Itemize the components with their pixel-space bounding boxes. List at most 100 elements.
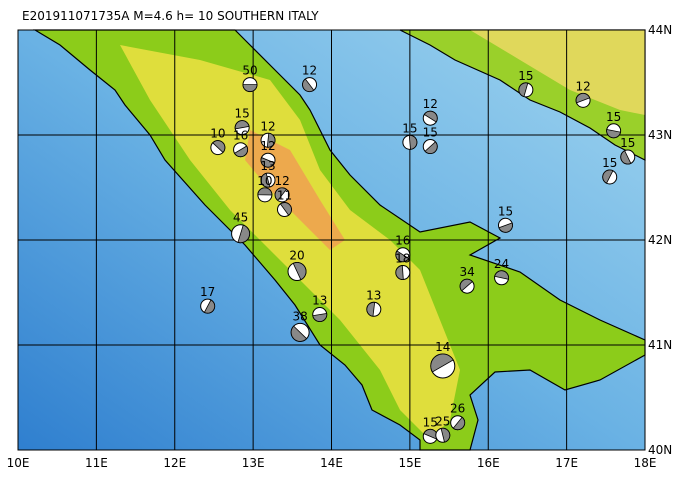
compressional-quadrant	[575, 92, 591, 104]
compressional-quadrant	[203, 299, 215, 314]
depth-label: 34	[459, 265, 474, 279]
compressional-quadrant	[602, 169, 614, 184]
depth-label: 15	[498, 204, 513, 218]
compressional-quadrant	[279, 202, 292, 216]
depth-label: 11	[277, 189, 292, 203]
compressional-quadrant	[424, 141, 438, 154]
depth-label: 12	[575, 79, 590, 93]
depth-label: 26	[450, 402, 465, 416]
frame	[17, 29, 646, 451]
depth-label: 15	[235, 107, 250, 121]
focal-mechanism	[260, 152, 276, 168]
compressional-quadrant	[366, 301, 376, 317]
compressional-quadrant	[237, 224, 250, 244]
focal-mechanism	[260, 132, 276, 148]
focal-mechanism	[274, 187, 290, 203]
compressional-quadrant	[302, 78, 315, 92]
x-tick-label: 11E	[85, 456, 108, 470]
focal-mechanism	[435, 427, 451, 443]
focal-mechanism	[422, 139, 438, 155]
compressional-quadrant	[620, 150, 632, 165]
compressional-quadrant	[423, 110, 438, 123]
focal-mechanism	[606, 123, 622, 139]
depth-label: 38	[293, 309, 308, 323]
depth-label: 18	[395, 252, 410, 266]
compressional-quadrant	[606, 128, 621, 139]
depth-label: 15	[423, 415, 438, 429]
x-tick-label: 17E	[555, 456, 578, 470]
compressional-quadrant	[257, 187, 273, 196]
compressional-quadrant	[395, 265, 404, 280]
depth-label: 15	[518, 69, 533, 83]
compressional-quadrant	[498, 222, 513, 233]
title: E201911071735A M=4.6 h= 10 SOUTHERN ITAL…	[22, 9, 319, 23]
compressional-quadrant	[234, 145, 248, 158]
focal-mechanism	[602, 169, 618, 185]
compressional-quadrant	[395, 250, 410, 263]
x-tick-label: 12E	[163, 456, 186, 470]
balkans-highlands	[470, 30, 645, 115]
highlands	[120, 45, 460, 440]
depth-label: 12	[302, 64, 317, 78]
focal-mechanism	[312, 307, 328, 323]
x-tick-label: 15E	[398, 456, 421, 470]
focal-mechanism	[260, 172, 276, 188]
focal-mechanism	[200, 298, 216, 314]
depth-label: 16	[233, 129, 248, 143]
depth-label: 15	[620, 136, 635, 150]
focal-mechanism	[302, 77, 318, 93]
focal-mechanism	[430, 353, 456, 379]
compressional-quadrant	[494, 270, 509, 280]
depth-label: 14	[435, 340, 450, 354]
depth-label: 13	[312, 294, 327, 308]
depth-label: 24	[494, 257, 509, 271]
focal-mechanism	[257, 187, 273, 203]
depth-label: 20	[289, 249, 304, 263]
focal-mechanism	[231, 224, 251, 244]
depth-label: 12	[260, 139, 275, 153]
depth-label: 12	[274, 174, 289, 188]
focal-mechanism	[422, 428, 438, 444]
compressional-quadrant	[440, 427, 451, 443]
y-tick-label: 43N	[648, 128, 672, 142]
compressional-quadrant	[242, 84, 258, 92]
compressional-quadrant	[266, 132, 276, 148]
focal-mechanism	[575, 92, 591, 108]
focal-mechanism	[210, 140, 226, 156]
compressional-quadrant	[518, 82, 529, 98]
focal-mechanism	[290, 322, 310, 342]
focal-mechanism	[518, 82, 534, 98]
depth-label: 15	[423, 126, 438, 140]
depth-label: 15	[602, 156, 617, 170]
focal-mechanism	[402, 134, 418, 150]
focal-mechanism	[234, 120, 250, 136]
depth-label: 25	[435, 414, 450, 428]
focal-mechanism	[620, 149, 636, 165]
depth-label: 16	[395, 234, 410, 248]
compressional-quadrant	[212, 140, 226, 153]
x-tick-label: 13E	[242, 456, 265, 470]
focal-mechanism	[242, 77, 258, 93]
depth-label: 45	[233, 211, 248, 225]
compressional-quadrant	[452, 416, 466, 431]
focal-mechanism	[422, 110, 438, 126]
focal-mechanism	[287, 262, 307, 281]
compressional-quadrant	[260, 157, 276, 168]
depth-label: 13	[260, 159, 275, 173]
focal-mechanism	[494, 270, 510, 286]
x-tick-label: 14E	[320, 456, 343, 470]
x-tick-label: 18E	[634, 456, 657, 470]
focal-mechanism	[450, 415, 466, 431]
focal-mechanism	[366, 301, 382, 317]
compressional-quadrant	[274, 187, 287, 201]
focal-mechanism	[395, 265, 411, 281]
compressional-quadrant	[234, 120, 250, 130]
y-tick-label: 44N	[648, 23, 672, 37]
x-tick-label: 10E	[7, 456, 30, 470]
y-tick-label: 42N	[648, 233, 672, 247]
compressional-quadrant	[292, 262, 307, 281]
depth-label: 13	[366, 288, 381, 302]
compressional-quadrant	[430, 353, 454, 373]
